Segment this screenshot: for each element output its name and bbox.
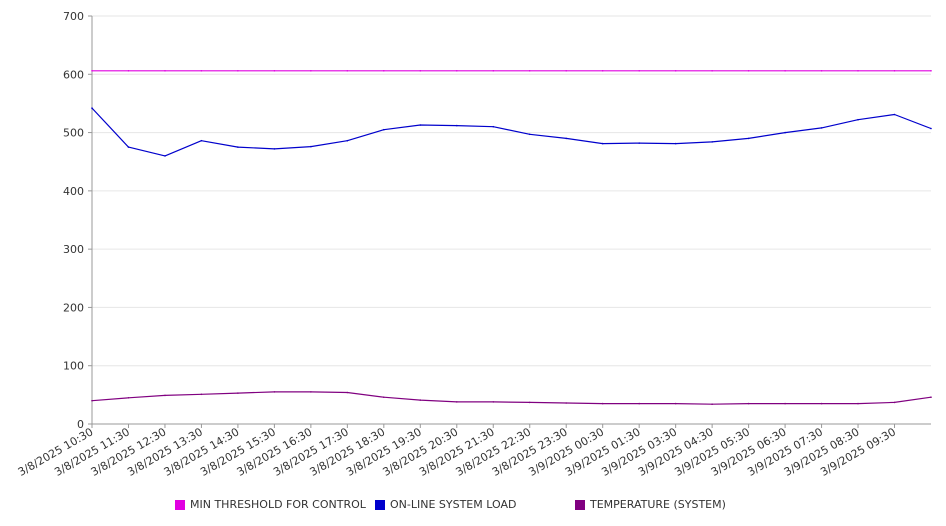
data-point <box>565 402 567 404</box>
y-tick-labels: 0 100 200 300 400 500 600 700 <box>63 10 84 431</box>
series-line-on-line-system-load <box>91 107 932 157</box>
legend-label-online-load: ON-LINE SYSTEM LOAD <box>390 498 517 511</box>
data-point <box>711 70 713 72</box>
data-point <box>237 392 239 394</box>
data-point <box>346 391 349 394</box>
legend-label-min-threshold: MIN THRESHOLD FOR CONTROL <box>190 498 366 511</box>
data-point <box>419 124 422 126</box>
data-point <box>638 142 640 144</box>
y-tick-label: 0 <box>77 418 84 431</box>
data-point <box>164 70 166 72</box>
data-point <box>419 70 422 72</box>
data-point <box>601 402 604 405</box>
data-point <box>674 142 677 145</box>
data-point <box>747 402 750 405</box>
data-point <box>273 70 276 72</box>
legend-item-temperature: TEMPERATURE (SYSTEM) <box>575 498 726 511</box>
data-point <box>200 70 203 72</box>
data-point <box>91 399 93 402</box>
data-point <box>857 70 859 72</box>
legend-label-temperature: TEMPERATURE (SYSTEM) <box>590 498 726 511</box>
series-line-temperature-system <box>91 391 932 405</box>
y-tick-label: 600 <box>63 68 84 81</box>
data-point <box>164 155 166 157</box>
legend: MIN THRESHOLD FOR CONTROL ON-LINE SYSTEM… <box>0 498 946 514</box>
y-tick-label: 700 <box>63 10 84 23</box>
legend-swatch-temperature <box>575 499 585 510</box>
data-point <box>930 70 932 72</box>
gridlines <box>92 15 931 367</box>
data-point <box>638 402 640 405</box>
series-lines <box>91 70 932 406</box>
data-point <box>127 397 130 399</box>
data-point <box>674 70 677 72</box>
data-point <box>237 70 239 72</box>
data-point <box>346 70 349 72</box>
data-point <box>711 141 713 143</box>
y-tick-label: 300 <box>63 243 84 256</box>
data-point <box>747 70 750 72</box>
data-point <box>456 70 458 72</box>
data-point <box>456 124 458 127</box>
data-point <box>565 137 567 140</box>
legend-item-online-load: ON-LINE SYSTEM LOAD <box>375 498 516 511</box>
data-point <box>273 148 276 150</box>
data-point <box>310 145 312 148</box>
data-point <box>456 401 458 403</box>
data-point <box>419 399 422 401</box>
data-point <box>200 139 203 142</box>
data-point <box>200 393 203 396</box>
y-tick-label: 400 <box>63 185 84 198</box>
data-point <box>164 394 166 397</box>
data-point <box>91 70 93 72</box>
data-point <box>346 139 349 142</box>
data-point <box>383 396 385 399</box>
data-point <box>784 402 786 405</box>
data-point <box>528 401 531 404</box>
data-point <box>310 70 312 72</box>
axes <box>88 15 931 428</box>
data-point <box>674 402 677 405</box>
data-point <box>784 131 786 134</box>
data-point <box>747 137 750 140</box>
data-point <box>492 70 495 72</box>
data-point <box>601 70 604 72</box>
y-tick-label: 100 <box>63 360 84 373</box>
data-point <box>857 402 859 405</box>
data-point <box>601 142 604 145</box>
data-point <box>492 401 495 403</box>
data-point <box>91 107 93 109</box>
data-point <box>638 70 640 72</box>
data-point <box>273 391 276 393</box>
x-tick-labels: 3/8/2025 10:303/8/2025 11:303/8/2025 12:… <box>16 425 898 479</box>
data-point <box>383 128 385 131</box>
data-point <box>893 401 896 404</box>
data-point <box>528 133 531 136</box>
legend-swatch-online-load <box>375 499 385 510</box>
data-point <box>930 396 932 399</box>
data-point <box>893 113 896 116</box>
y-tick-label: 200 <box>63 301 84 314</box>
data-point <box>565 70 567 72</box>
data-point <box>820 402 823 405</box>
data-point <box>383 70 385 72</box>
data-point <box>784 70 786 72</box>
data-point <box>820 127 823 129</box>
data-point <box>237 146 239 148</box>
data-point <box>127 70 130 72</box>
legend-item-min-threshold: MIN THRESHOLD FOR CONTROL <box>175 498 366 511</box>
data-point <box>930 127 932 130</box>
data-point <box>857 118 859 121</box>
data-point <box>893 70 896 72</box>
data-point <box>127 146 130 148</box>
data-point <box>820 70 823 72</box>
data-point <box>528 70 531 72</box>
legend-swatch-min-threshold <box>175 499 185 510</box>
y-tick-label: 500 <box>63 127 84 140</box>
data-point <box>711 403 713 406</box>
data-point <box>492 125 495 128</box>
data-point <box>310 391 312 393</box>
